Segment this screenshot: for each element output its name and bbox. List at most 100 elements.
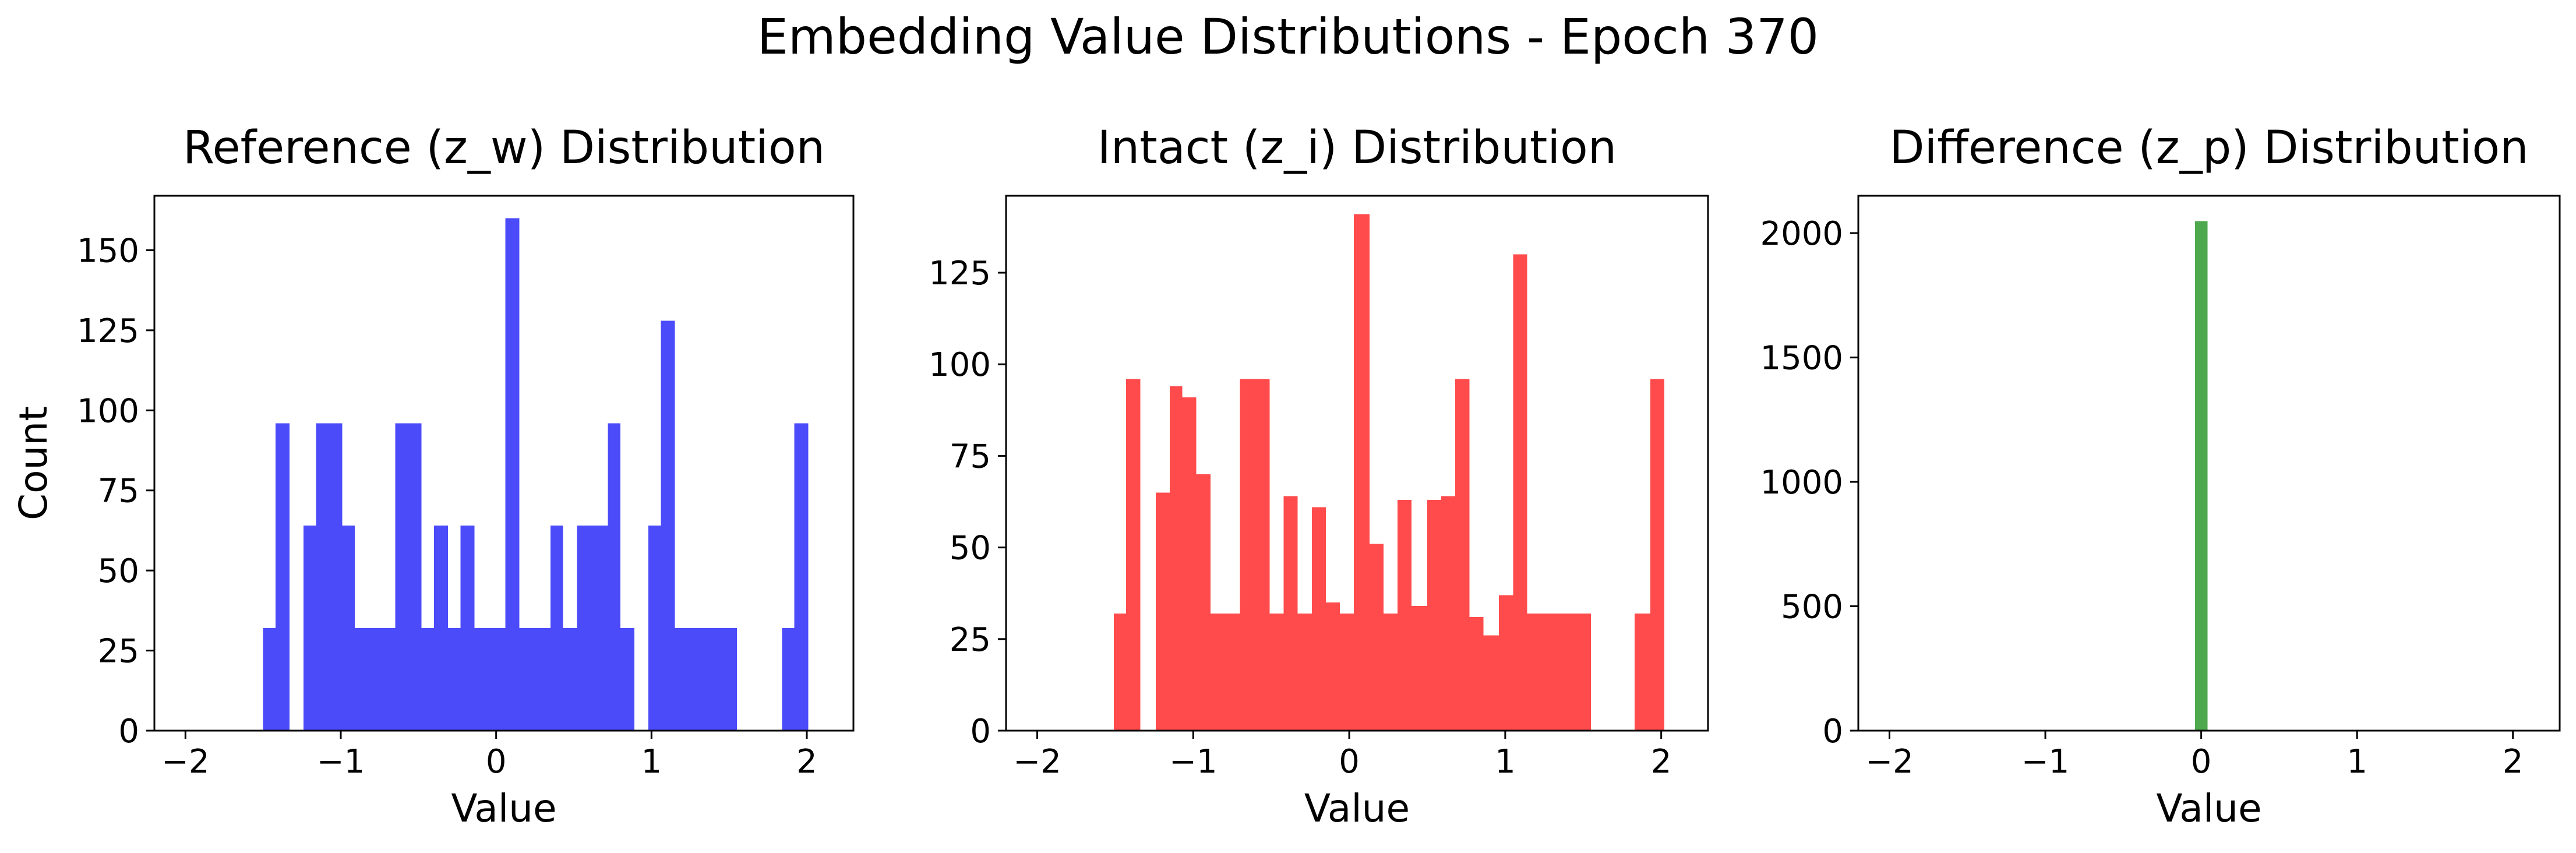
intact-bar-10 <box>1297 613 1312 731</box>
difference-x-tick-label-4: 2 <box>2503 743 2524 781</box>
intact-x-tick-label-1: −1 <box>1169 743 1218 781</box>
intact-bar-19 <box>1427 499 1442 731</box>
reference-bar-4 <box>342 526 355 731</box>
intact-y-tick-label-1: 25 <box>950 621 991 659</box>
difference-x-tick-label-2: 0 <box>2191 743 2212 781</box>
reference-bar-1 <box>276 423 290 731</box>
intact-bar-25 <box>1513 254 1527 731</box>
difference-x-axis-label: Value <box>2156 786 2261 831</box>
difference-axes-frame <box>1857 195 2561 732</box>
difference-x-tick-label-0: −2 <box>1865 743 1914 781</box>
intact-bar-13 <box>1340 613 1354 731</box>
intact-bar-28 <box>1650 379 1665 731</box>
reference-bar-23 <box>794 423 809 731</box>
intact-x-axis-label: Value <box>1304 786 1410 831</box>
difference-y-tick-label-2: 1000 <box>1760 464 1843 502</box>
reference-bar-16 <box>577 526 608 731</box>
intact-bar-7 <box>1240 379 1270 731</box>
intact-bar-15 <box>1369 544 1384 731</box>
reference-y-tick-label-2: 50 <box>98 552 139 590</box>
reference-bar-20 <box>661 320 675 731</box>
reference-bar-17 <box>608 423 620 731</box>
panel-reference: −2 −1 0 1 2 0 25 50 75 100 125 150 Reference (z_w) D… <box>11 122 855 831</box>
difference-y-tick-label-3: 1500 <box>1760 340 1843 378</box>
panel-intact: −2 −1 0 1 2 0 25 50 75 100 125 Intact (z_i) Distrib… <box>929 122 1709 831</box>
reference-x-tick-label-1: −1 <box>317 743 365 781</box>
reference-bars <box>263 218 809 731</box>
intact-bars <box>1113 214 1665 731</box>
reference-bar-7 <box>421 628 434 731</box>
intact-bar-5 <box>1196 474 1211 731</box>
intact-bar-1 <box>1126 379 1141 731</box>
reference-bar-18 <box>620 628 634 731</box>
intact-bar-11 <box>1311 507 1326 731</box>
reference-title: Reference (z_w) Distribution <box>183 122 825 174</box>
reference-bar-22 <box>782 628 795 731</box>
difference-y-tick-label-4: 2000 <box>1760 215 1843 253</box>
reference-x-tick-label-4: 2 <box>796 743 817 781</box>
intact-bar-4 <box>1182 397 1197 731</box>
intact-x-tick-label-2: 0 <box>1339 743 1360 781</box>
reference-x-tick-label-3: 1 <box>641 743 662 781</box>
reference-y-tick-label-4: 100 <box>77 392 139 430</box>
reference-bar-11 <box>474 628 506 731</box>
intact-bar-26 <box>1527 613 1592 731</box>
intact-y-tick-label-3: 75 <box>950 438 991 475</box>
reference-bar-21 <box>675 628 737 731</box>
reference-bar-12 <box>505 218 520 731</box>
figure-title: Embedding Value Distributions - Epoch 37… <box>757 8 1819 65</box>
intact-bar-23 <box>1483 635 1499 731</box>
difference-title: Difference (z_p) Distribution <box>1889 122 2528 174</box>
intact-x-tick-label-4: 2 <box>1651 743 1672 781</box>
difference-bar-0 <box>2194 221 2208 731</box>
intact-bar-14 <box>1354 214 1370 731</box>
intact-bar-3 <box>1170 386 1183 731</box>
difference-y-tick-label-1: 500 <box>1781 588 1843 626</box>
intact-bar-21 <box>1455 379 1470 731</box>
reference-bar-2 <box>304 526 316 731</box>
panel-difference: −2 −1 0 1 2 0 500 1000 1500 2000 Difference (z_p) … <box>1760 122 2561 831</box>
difference-x-tick-label-1: −1 <box>2021 743 2070 781</box>
reference-x-tick-label-0: −2 <box>161 743 210 781</box>
reference-bar-6 <box>395 423 422 731</box>
reference-bar-3 <box>316 423 343 731</box>
reference-bar-0 <box>263 628 276 731</box>
reference-bar-8 <box>434 526 448 731</box>
reference-y-tick-label-5: 125 <box>77 312 139 350</box>
intact-bar-12 <box>1325 602 1340 731</box>
reference-y-tick-label-1: 25 <box>98 633 139 671</box>
intact-bar-0 <box>1113 613 1127 731</box>
intact-bar-27 <box>1635 613 1650 731</box>
reference-bar-15 <box>563 628 577 731</box>
reference-bar-14 <box>551 526 563 731</box>
reference-y-tick-label-3: 75 <box>98 473 139 510</box>
difference-y-tick-label-0: 0 <box>1822 713 1843 750</box>
intact-bar-22 <box>1469 617 1484 731</box>
reference-y-axis-label: Count <box>11 406 56 520</box>
reference-bar-19 <box>648 526 661 731</box>
intact-bar-20 <box>1441 496 1456 731</box>
reference-bar-9 <box>448 628 461 731</box>
intact-bar-24 <box>1499 595 1513 731</box>
reference-y-tick-label-6: 150 <box>77 232 139 270</box>
intact-y-tick-label-5: 125 <box>929 255 991 292</box>
intact-bar-2 <box>1156 492 1170 731</box>
intact-bar-16 <box>1384 613 1398 731</box>
reference-axes-frame <box>153 195 855 732</box>
intact-y-tick-label-2: 50 <box>950 530 991 568</box>
intact-axes-frame <box>1005 195 1709 732</box>
intact-y-tick-label-0: 0 <box>970 713 991 750</box>
reference-bar-13 <box>519 628 551 731</box>
difference-bars <box>2194 221 2208 731</box>
intact-x-tick-label-0: −2 <box>1013 743 1061 781</box>
intact-bar-18 <box>1411 606 1427 731</box>
intact-title: Intact (z_i) Distribution <box>1098 122 1617 174</box>
difference-x-tick-label-3: 1 <box>2346 743 2367 781</box>
reference-x-tick-label-2: 0 <box>486 743 507 781</box>
intact-bar-9 <box>1283 496 1298 731</box>
reference-x-axis-label: Value <box>451 786 556 831</box>
intact-bar-6 <box>1210 613 1240 731</box>
intact-bar-17 <box>1398 499 1412 731</box>
